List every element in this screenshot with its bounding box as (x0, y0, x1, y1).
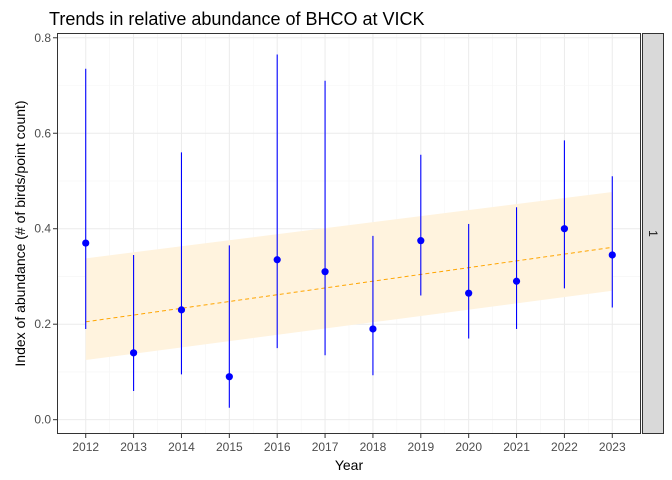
y-tick-label: 0.0 (34, 413, 51, 427)
facet-strip: 1 (642, 33, 664, 434)
data-point (273, 256, 281, 264)
data-point (560, 225, 569, 233)
x-tick-label: 2014 (168, 440, 195, 454)
x-axis-ticks: 2012 2013 2014 2015 2016 2017 2018 2019 2020 2021… (72, 434, 626, 454)
x-tick-label: 2020 (455, 440, 482, 454)
x-tick-label: 2018 (360, 440, 387, 454)
x-tick-label: 2013 (120, 440, 147, 454)
error-bars (85, 54, 613, 408)
x-tick-label: 2022 (551, 440, 578, 454)
data-points (82, 225, 616, 381)
x-tick-label: 2019 (407, 440, 434, 454)
chart-title: Trends in relative abundance of BHCO at … (49, 9, 425, 29)
y-axis-title: Index of abundance (# of birds/point cou… (12, 100, 28, 366)
trend-confidence-band (85, 191, 613, 361)
y-tick-label: 0.4 (34, 222, 51, 236)
data-point (465, 289, 473, 297)
x-tick-label: 2017 (312, 440, 339, 454)
data-point (129, 349, 138, 357)
x-tick-label: 2021 (503, 440, 530, 454)
data-point (512, 277, 521, 285)
trend-line (85, 246, 613, 323)
facet-strip-box (642, 33, 664, 434)
y-tick-label: 0.8 (34, 31, 51, 45)
x-axis-title: Year (335, 457, 364, 473)
x-tick-label: 2023 (599, 440, 626, 454)
trend-band (85, 191, 613, 361)
trend-line-layer (85, 246, 613, 323)
data-point (417, 237, 425, 245)
data-point (225, 373, 233, 381)
y-axis-ticks: 0.0 0.2 0.4 0.6 0.8 (34, 31, 57, 427)
x-tick-label: 2012 (72, 440, 99, 454)
x-tick-label: 2016 (264, 440, 291, 454)
x-tick-label: 2015 (216, 440, 243, 454)
data-point (82, 239, 90, 247)
data-point (608, 251, 616, 259)
facet-strip-label: 1 (646, 230, 660, 237)
data-point (321, 268, 329, 276)
data-point (369, 325, 377, 333)
plot-panel-border (57, 33, 641, 434)
y-tick-label: 0.6 (34, 126, 51, 140)
y-tick-label: 0.2 (34, 317, 51, 331)
data-point (177, 306, 186, 314)
